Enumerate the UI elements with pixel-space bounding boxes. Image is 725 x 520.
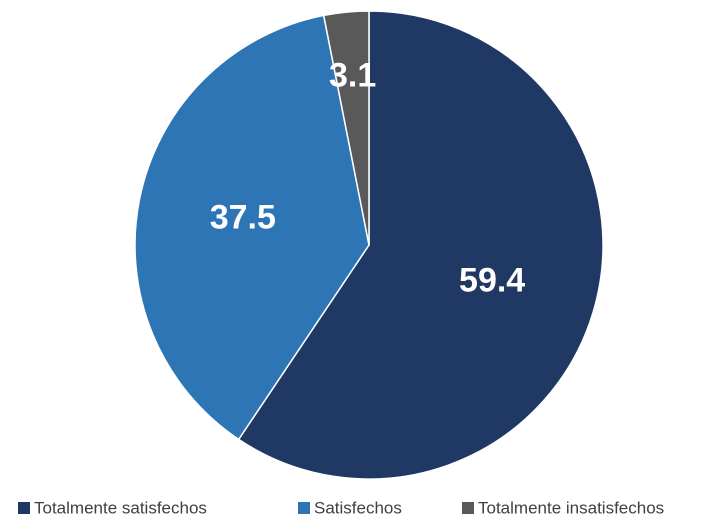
pie-slice bbox=[237, 10, 604, 480]
value-label: 59.4 bbox=[459, 261, 525, 299]
pie-slice bbox=[134, 14, 370, 441]
value-label: 37.5 bbox=[210, 199, 276, 237]
legend-swatch bbox=[298, 502, 310, 514]
pie-slice bbox=[322, 10, 370, 246]
legend-label: Satisfechos bbox=[314, 498, 402, 517]
legend-label: Totalmente satisfechos bbox=[34, 498, 207, 517]
legend-swatch bbox=[18, 502, 30, 514]
value-label: 3.1 bbox=[329, 56, 376, 94]
legend-label: Totalmente insatisfechos bbox=[478, 498, 664, 517]
legend-swatch bbox=[462, 502, 474, 514]
